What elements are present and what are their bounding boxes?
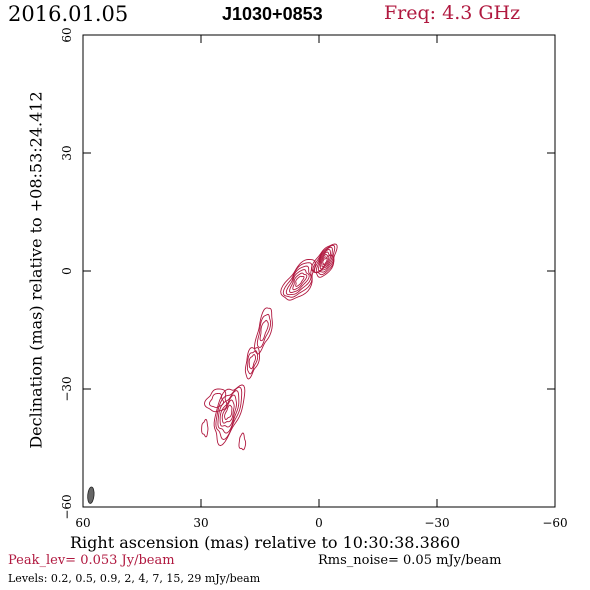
contour-group-blob-b	[238, 432, 247, 451]
contour-line	[246, 350, 259, 375]
contour-group-jet-knot-1	[254, 307, 273, 355]
contour-group-outer-jet	[213, 384, 246, 447]
y-tick-label: 30	[60, 145, 74, 160]
contour-line	[280, 259, 316, 301]
tick-layer	[82, 34, 556, 508]
contour-layer	[201, 243, 338, 451]
contour-line	[311, 243, 338, 278]
contour-line	[254, 307, 273, 355]
contour-line	[217, 390, 240, 434]
x-axis-label: Right ascension (mas) relative to 10:30:…	[70, 533, 461, 552]
contour-line	[238, 432, 247, 451]
contour-line	[322, 257, 328, 266]
x-tick-label: −60	[542, 516, 567, 530]
contour-line	[313, 246, 335, 273]
contour-line	[221, 399, 235, 424]
x-tick-label: 0	[315, 516, 323, 530]
y-axis-label: Declination (mas) relative to +08:53:24.…	[26, 91, 46, 449]
contour-line	[213, 384, 246, 447]
y-tick-label: 0	[60, 267, 74, 275]
contour-levels: Levels: 0.2, 0.5, 0.9, 2, 4, 7, 15, 29 m…	[8, 572, 261, 585]
contour-line	[259, 319, 269, 342]
contour-line	[315, 249, 334, 273]
contour-line	[295, 275, 305, 287]
x-tick-label: 60	[75, 516, 90, 530]
beam-ellipse	[87, 486, 95, 504]
y-tick-label: −30	[60, 376, 74, 401]
contour-line	[244, 347, 261, 380]
contour-group-blob-c	[204, 388, 228, 413]
contour-group-jet-knot-2	[244, 347, 261, 380]
contour-line	[201, 418, 209, 438]
source-name: J1030+0853	[222, 4, 323, 24]
beam-ellipse-layer	[87, 486, 95, 504]
contour-line	[292, 272, 308, 291]
contour-line	[215, 386, 243, 441]
contour-line	[282, 262, 313, 298]
contour-group-inner-jet	[280, 259, 316, 301]
y-tick-label: 60	[60, 27, 74, 42]
y-tick-label: −60	[60, 494, 74, 519]
contour-line	[208, 392, 225, 408]
contour-line	[285, 265, 312, 296]
x-tick-label: −30	[424, 516, 449, 530]
contour-group-core	[311, 243, 338, 278]
contour-line	[248, 354, 257, 370]
observation-date: 2016.01.05	[8, 2, 129, 26]
contour-line	[321, 256, 330, 268]
contour-line	[256, 313, 272, 348]
contour-line	[289, 269, 310, 293]
x-tick-label: 30	[193, 516, 208, 530]
frequency-label: Freq: 4.3 GHz	[384, 2, 521, 24]
contour-line	[312, 244, 336, 276]
contour-line	[204, 388, 228, 413]
contour-line	[319, 254, 331, 270]
contour-line	[317, 251, 333, 272]
peak-level: Peak_lev= 0.053 Jy/beam	[8, 553, 175, 568]
rms-noise: Rms_noise= 0.05 mJy/beam	[318, 553, 502, 568]
contour-line	[224, 404, 233, 420]
contour-group-blob-a	[201, 418, 209, 438]
